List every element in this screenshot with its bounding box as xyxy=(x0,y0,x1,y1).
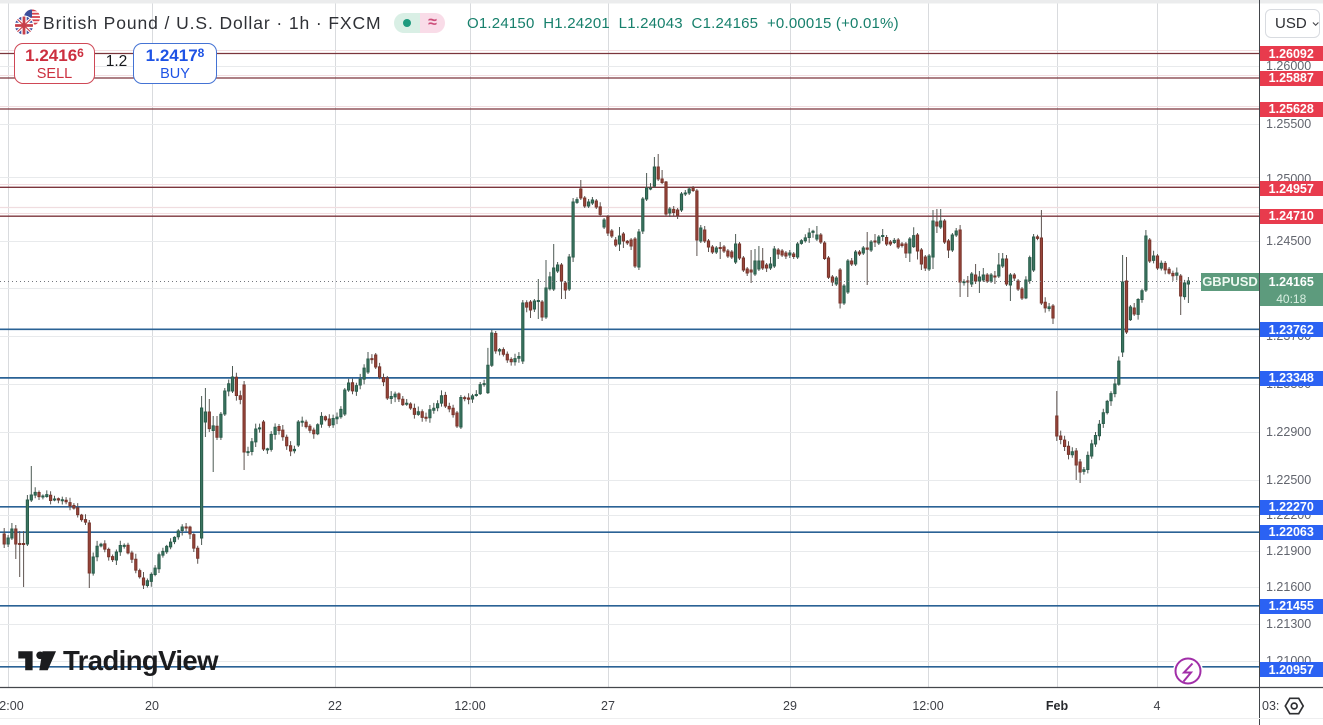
svg-text:22: 22 xyxy=(328,699,342,713)
svg-text:03:: 03: xyxy=(1262,699,1279,713)
svg-text:4: 4 xyxy=(1154,699,1161,713)
svg-text:20: 20 xyxy=(145,699,159,713)
svg-text:27: 27 xyxy=(601,699,615,713)
svg-text:12:00: 12:00 xyxy=(0,699,24,713)
svg-text:12:00: 12:00 xyxy=(912,699,943,713)
svg-text:TradingView: TradingView xyxy=(63,645,219,676)
svg-text:29: 29 xyxy=(783,699,797,713)
svg-text:Feb: Feb xyxy=(1046,699,1069,713)
svg-text:12:00: 12:00 xyxy=(454,699,485,713)
